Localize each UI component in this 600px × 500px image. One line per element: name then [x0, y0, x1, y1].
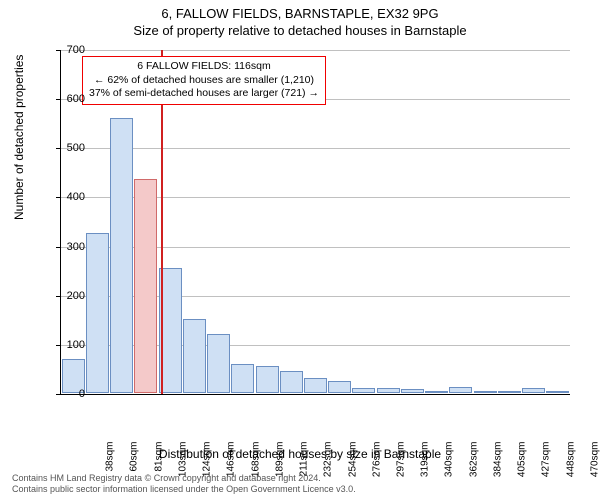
histogram-bar [134, 179, 157, 393]
ytick-label: 200 [45, 290, 85, 302]
ytick-label: 700 [45, 44, 85, 56]
xtick-label: 297sqm [395, 442, 406, 482]
histogram-bar [256, 366, 279, 393]
ytick-label: 600 [45, 93, 85, 105]
xtick-label: 189sqm [274, 442, 285, 482]
ytick-label: 0 [45, 388, 85, 400]
annotation-line: ← 62% of detached houses are smaller (1,… [89, 74, 319, 88]
page-title-address: 6, FALLOW FIELDS, BARNSTAPLE, EX32 9PG [0, 0, 600, 21]
histogram-bar [304, 378, 327, 393]
xtick-label: 427sqm [541, 442, 552, 482]
xtick-label: 232sqm [323, 442, 334, 482]
xtick-label: 81sqm [153, 442, 164, 482]
xtick-label: 124sqm [202, 442, 213, 482]
xtick-label: 470sqm [589, 442, 600, 482]
histogram-bar [522, 388, 545, 393]
y-axis-label: Number of detached properties [12, 55, 26, 220]
annotation-line: 37% of semi-detached houses are larger (… [89, 87, 319, 101]
ytick-label: 300 [45, 241, 85, 253]
histogram-bar [328, 381, 351, 393]
xtick-label: 340sqm [444, 442, 455, 482]
xtick-label: 146sqm [226, 442, 237, 482]
histogram-bar [474, 391, 497, 393]
xtick-label: 405sqm [517, 442, 528, 482]
histogram-bar [110, 118, 133, 393]
xtick-label: 60sqm [129, 442, 140, 482]
ytick-label: 100 [45, 339, 85, 351]
xtick-label: 448sqm [565, 442, 576, 482]
xtick-label: 103sqm [177, 442, 188, 482]
xtick-label: 276sqm [371, 442, 382, 482]
footer-line-2: Contains public sector information licen… [12, 484, 356, 496]
xtick-label: 384sqm [492, 442, 503, 482]
xtick-label: 211sqm [299, 442, 310, 482]
histogram-bar [498, 391, 521, 393]
page-title-subtitle: Size of property relative to detached ho… [0, 21, 600, 38]
histogram-bar [377, 388, 400, 393]
annotation-line: 6 FALLOW FIELDS: 116sqm [89, 60, 319, 74]
xtick-label: 362sqm [468, 442, 479, 482]
histogram-bar [86, 233, 109, 393]
xtick-label: 254sqm [347, 442, 358, 482]
xtick-label: 38sqm [105, 442, 116, 482]
xtick-label: 168sqm [250, 442, 261, 482]
histogram-bar [231, 364, 254, 393]
grid-line [61, 148, 570, 149]
histogram-bar [207, 334, 230, 393]
histogram-bar [449, 387, 472, 393]
histogram-bar [425, 391, 448, 393]
histogram-bar [183, 319, 206, 393]
grid-line [61, 50, 570, 51]
ytick-label: 500 [45, 142, 85, 154]
histogram-bar [352, 388, 375, 393]
xtick-label: 319sqm [420, 442, 431, 482]
histogram-bar [401, 389, 424, 393]
ytick-label: 400 [45, 191, 85, 203]
histogram-bar [280, 371, 303, 393]
histogram-bar [546, 391, 569, 393]
annotation-callout: 6 FALLOW FIELDS: 116sqm← 62% of detached… [82, 56, 326, 105]
